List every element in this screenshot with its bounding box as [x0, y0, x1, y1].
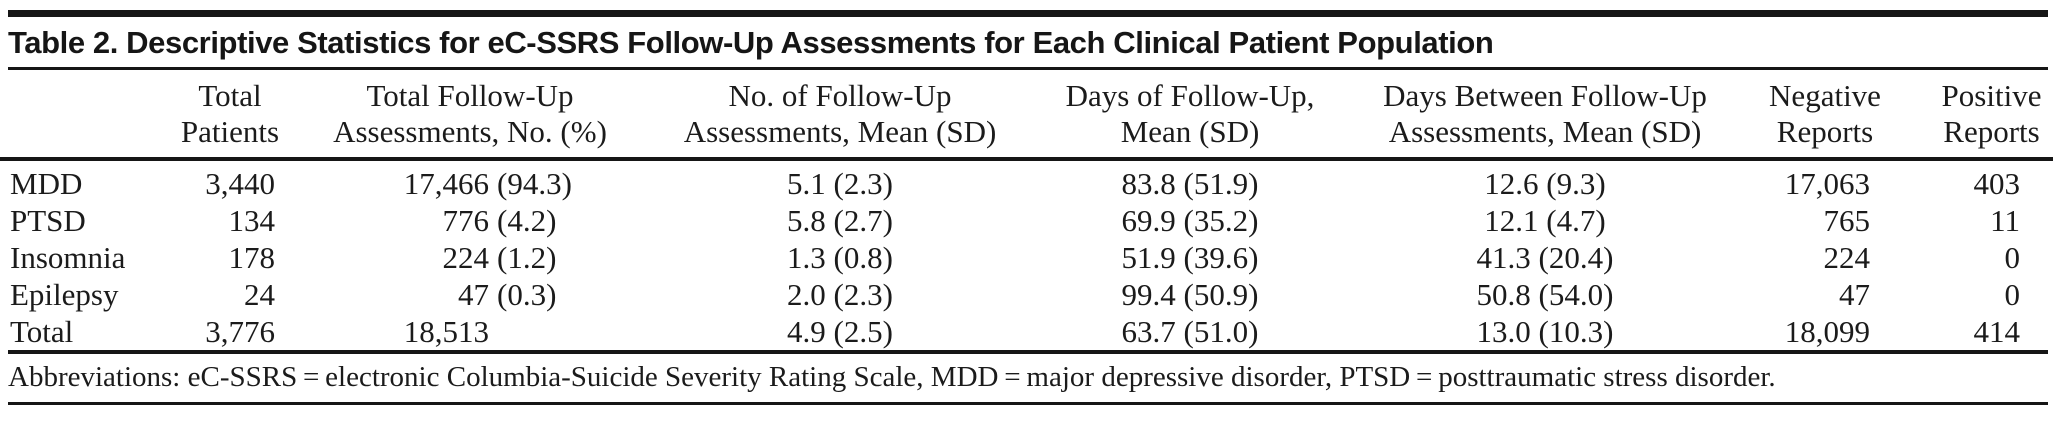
positive-reports-value: 414	[1973, 314, 2021, 349]
followup-count: 47	[458, 277, 489, 312]
days-between-mean-sd-value: 12.6 (9.3)	[1484, 166, 1606, 201]
total-patients-value: 178	[228, 240, 276, 275]
row-label: Epilepsy	[10, 277, 119, 312]
total-patients-value: 134	[228, 203, 276, 238]
days-followup-mean-sd-value: 99.4 (50.9)	[1121, 277, 1259, 312]
total-followup-value: 224 (1.2)	[285, 239, 640, 276]
followup-count: 17,466	[403, 166, 489, 201]
days-between-mean-sd-value: 12.1 (4.7)	[1484, 203, 1606, 238]
followup-percent: (4.2)	[497, 203, 557, 238]
col-header-no-of-followup-assessments: No. of Follow-Up Assessments, Mean (SD)	[640, 70, 1040, 161]
days-followup-mean-sd-value: 51.9 (39.6)	[1121, 240, 1259, 275]
table-row-epilepsy: Epilepsy 24 47 (0.3) 2.0 (2.3) 99.4 (50.9…	[0, 276, 2053, 313]
table-row-total: Total 3,776 18,513 4.9 (2.5) 63.7 (51.0)…	[0, 313, 2053, 350]
negative-reports-value: 18,099	[1784, 314, 1870, 349]
col-header-total-patients: Total Patients	[175, 70, 285, 161]
total-patients-value: 24	[244, 277, 275, 312]
followup-percent: (1.2)	[497, 240, 557, 275]
row-label: Insomnia	[10, 240, 126, 275]
table-title: Table 2. Descriptive Statistics for eC-S…	[8, 25, 1494, 60]
table-row-mdd: MDD 3,440 17,466 (94.3) 5.1 (2.3) 83.8 (5…	[0, 159, 2053, 202]
table-row-insomnia: Insomnia 178 224 (1.2) 1.3 (0.8) 51.9 (39…	[0, 239, 2053, 276]
row-label: MDD	[10, 166, 83, 201]
total-followup-value: 776 (4.2)	[285, 202, 640, 239]
total-followup-value: 17,466 (94.3)	[285, 159, 640, 202]
followup-count: 18,513	[403, 314, 489, 349]
positive-reports-value: 403	[1973, 166, 2021, 201]
negative-reports-value: 47	[1839, 277, 1870, 312]
positive-reports-value: 0	[2004, 277, 2021, 312]
table-header-row: Total Patients Total Follow-Up Assessmen…	[0, 70, 2053, 161]
total-patients-value: 3,776	[205, 314, 275, 349]
assessments-mean-sd-value: 5.1 (2.3)	[787, 166, 893, 201]
positive-reports-value: 11	[1990, 203, 2020, 238]
total-followup-value: 47 (0.3)	[285, 276, 640, 313]
followup-count: 776	[442, 203, 490, 238]
followup-count: 224	[442, 240, 490, 275]
abbreviations-note: Abbreviations: eC-SSRS = electronic Colu…	[8, 350, 2048, 405]
days-followup-mean-sd-value: 69.9 (35.2)	[1121, 203, 1259, 238]
assessments-mean-sd-value: 1.3 (0.8)	[787, 240, 893, 275]
negative-reports-value: 224	[1823, 240, 1871, 275]
days-between-mean-sd-value: 50.8 (54.0)	[1476, 277, 1614, 312]
col-header-days-of-followup: Days of Follow-Up, Mean (SD)	[1040, 70, 1340, 161]
col-header-total-followup-assessments: Total Follow-Up Assessments, No. (%)	[285, 70, 640, 161]
days-between-mean-sd-value: 13.0 (10.3)	[1476, 314, 1614, 349]
col-header-positive-reports: Positive Reports	[1890, 70, 2053, 161]
row-label: Total	[10, 314, 74, 349]
table-2-panel: Table 2. Descriptive Statistics for eC-S…	[0, 10, 2053, 405]
title-underline-rule	[8, 67, 2048, 70]
total-patients-value: 3,440	[205, 166, 275, 201]
positive-reports-value: 0	[2004, 240, 2021, 275]
top-divider-bar	[8, 10, 2048, 17]
followup-percent: (94.3)	[497, 166, 572, 201]
table-row-ptsd: PTSD 134 776 (4.2) 5.8 (2.7) 69.9 (35.2) …	[0, 202, 2053, 239]
days-followup-mean-sd-value: 63.7 (51.0)	[1121, 314, 1259, 349]
negative-reports-value: 17,063	[1784, 166, 1870, 201]
negative-reports-value: 765	[1823, 203, 1871, 238]
assessments-mean-sd-value: 2.0 (2.3)	[787, 277, 893, 312]
col-header-negative-reports: Negative Reports	[1750, 70, 1890, 161]
row-label: PTSD	[10, 203, 86, 238]
assessments-mean-sd-value: 5.8 (2.7)	[787, 203, 893, 238]
followup-percent: (0.3)	[497, 277, 557, 312]
assessments-mean-sd-value: 4.9 (2.5)	[787, 314, 893, 349]
days-followup-mean-sd-value: 83.8 (51.9)	[1121, 166, 1259, 201]
col-header-population	[0, 70, 175, 161]
descriptive-statistics-table: Total Patients Total Follow-Up Assessmen…	[0, 70, 2053, 350]
col-header-days-between-followup: Days Between Follow-Up Assessments, Mean…	[1340, 70, 1750, 161]
total-followup-value: 18,513	[285, 313, 640, 350]
days-between-mean-sd-value: 41.3 (20.4)	[1476, 240, 1614, 275]
